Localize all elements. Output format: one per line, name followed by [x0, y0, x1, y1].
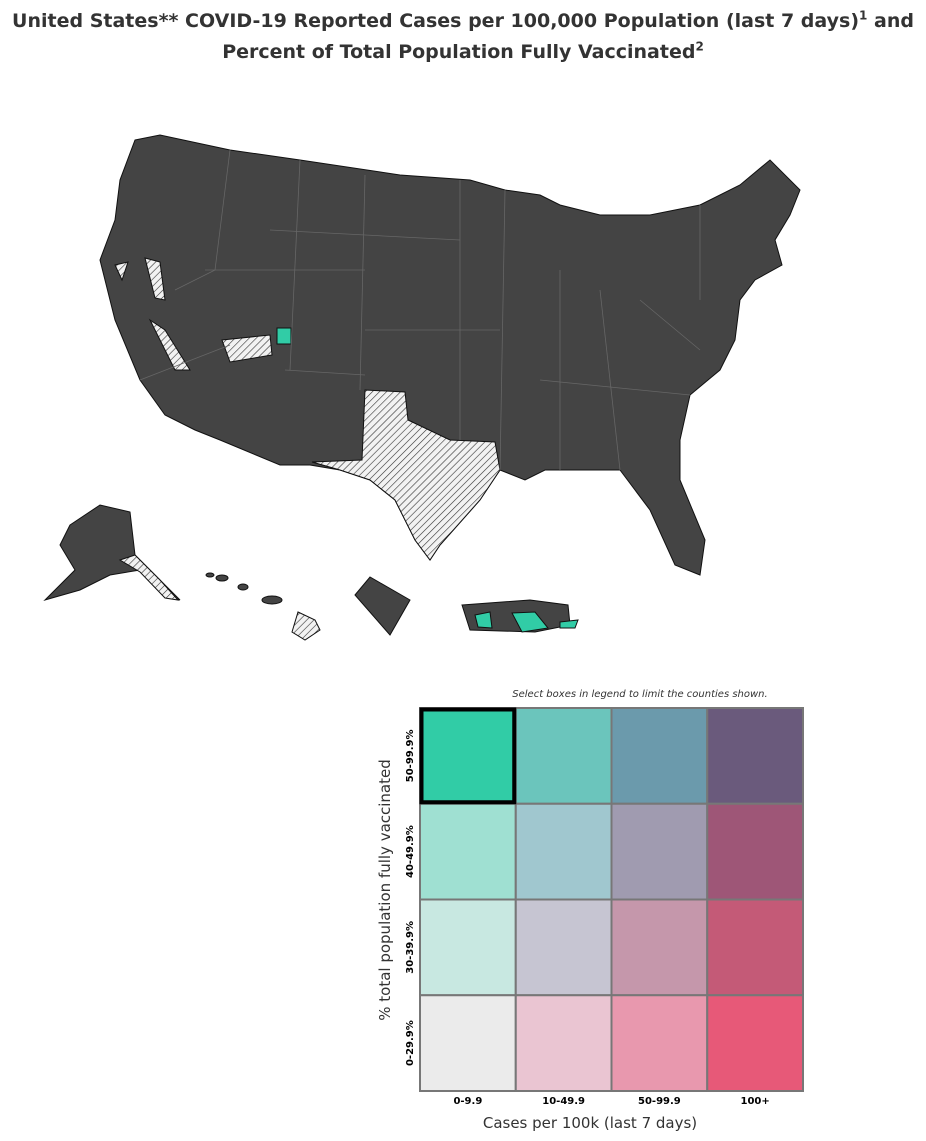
legend-cell[interactable] — [610, 898, 709, 997]
footnote-mark: 2 — [695, 39, 704, 54]
legend-cell[interactable] — [706, 707, 804, 805]
y-axis-label: % total population fully vaccinated — [376, 759, 394, 1021]
hawaii — [291, 611, 321, 641]
title-text: and — [874, 10, 914, 32]
legend-cell[interactable] — [610, 994, 709, 1092]
legend-cell[interactable] — [419, 707, 517, 805]
row-label: 50-99.9% — [405, 729, 416, 782]
state-borders — [139, 149, 701, 471]
hawaii — [261, 595, 283, 605]
hawaii — [205, 572, 215, 578]
utah-green — [276, 327, 292, 345]
legend-cell[interactable] — [706, 898, 804, 997]
row-label: 30-39.9% — [405, 921, 416, 974]
alaska-hatch — [118, 554, 180, 601]
x-axis-label: Cases per 100k (last 7 days) — [483, 1114, 697, 1132]
puerto-rico-green — [474, 611, 493, 629]
legend-cell[interactable] — [419, 994, 517, 1092]
utah-hatch — [221, 334, 273, 363]
column-label: 10-49.9 — [542, 1096, 585, 1107]
puerto-rico-green — [559, 619, 579, 629]
footnote-mark: 1 — [859, 8, 868, 23]
column-label: 50-99.9 — [638, 1096, 681, 1107]
legend-cell[interactable] — [610, 802, 709, 901]
legend-cell[interactable] — [514, 994, 613, 1092]
selected-outline — [419, 707, 517, 805]
legend-cell[interactable] — [706, 802, 804, 901]
title-text: United States** COVID-19 Reported Cases … — [12, 10, 860, 32]
column-label: 0-9.9 — [453, 1096, 482, 1107]
row-label: 0-29.9% — [405, 1020, 416, 1066]
legend-cell[interactable] — [419, 898, 517, 997]
legend-cell[interactable] — [514, 802, 613, 901]
puerto-rico-green — [511, 611, 549, 633]
california-hatch — [114, 261, 129, 282]
legend-cell[interactable] — [514, 898, 613, 997]
dc-inset — [354, 576, 411, 636]
legend-cell[interactable] — [706, 994, 804, 1092]
texas — [311, 389, 501, 561]
legend-cell[interactable] — [419, 802, 517, 901]
map-shapes — [43, 134, 801, 641]
column-label: 100+ — [740, 1096, 769, 1107]
legend-cell[interactable] — [610, 707, 709, 805]
title-text: Percent of Total Population Fully Vaccin… — [222, 41, 696, 63]
title: United States** COVID-19 Reported Cases … — [0, 6, 926, 68]
border — [139, 149, 701, 471]
nevada-hatch — [144, 257, 166, 301]
legend-cell[interactable] — [514, 707, 613, 805]
hawaii — [215, 574, 229, 582]
lower-48 — [99, 134, 801, 576]
nevada-hatch — [148, 318, 191, 371]
legend-note: Select boxes in legend to limit the coun… — [512, 689, 767, 700]
row-label: 40-49.9% — [405, 825, 416, 878]
hawaii — [237, 583, 249, 591]
